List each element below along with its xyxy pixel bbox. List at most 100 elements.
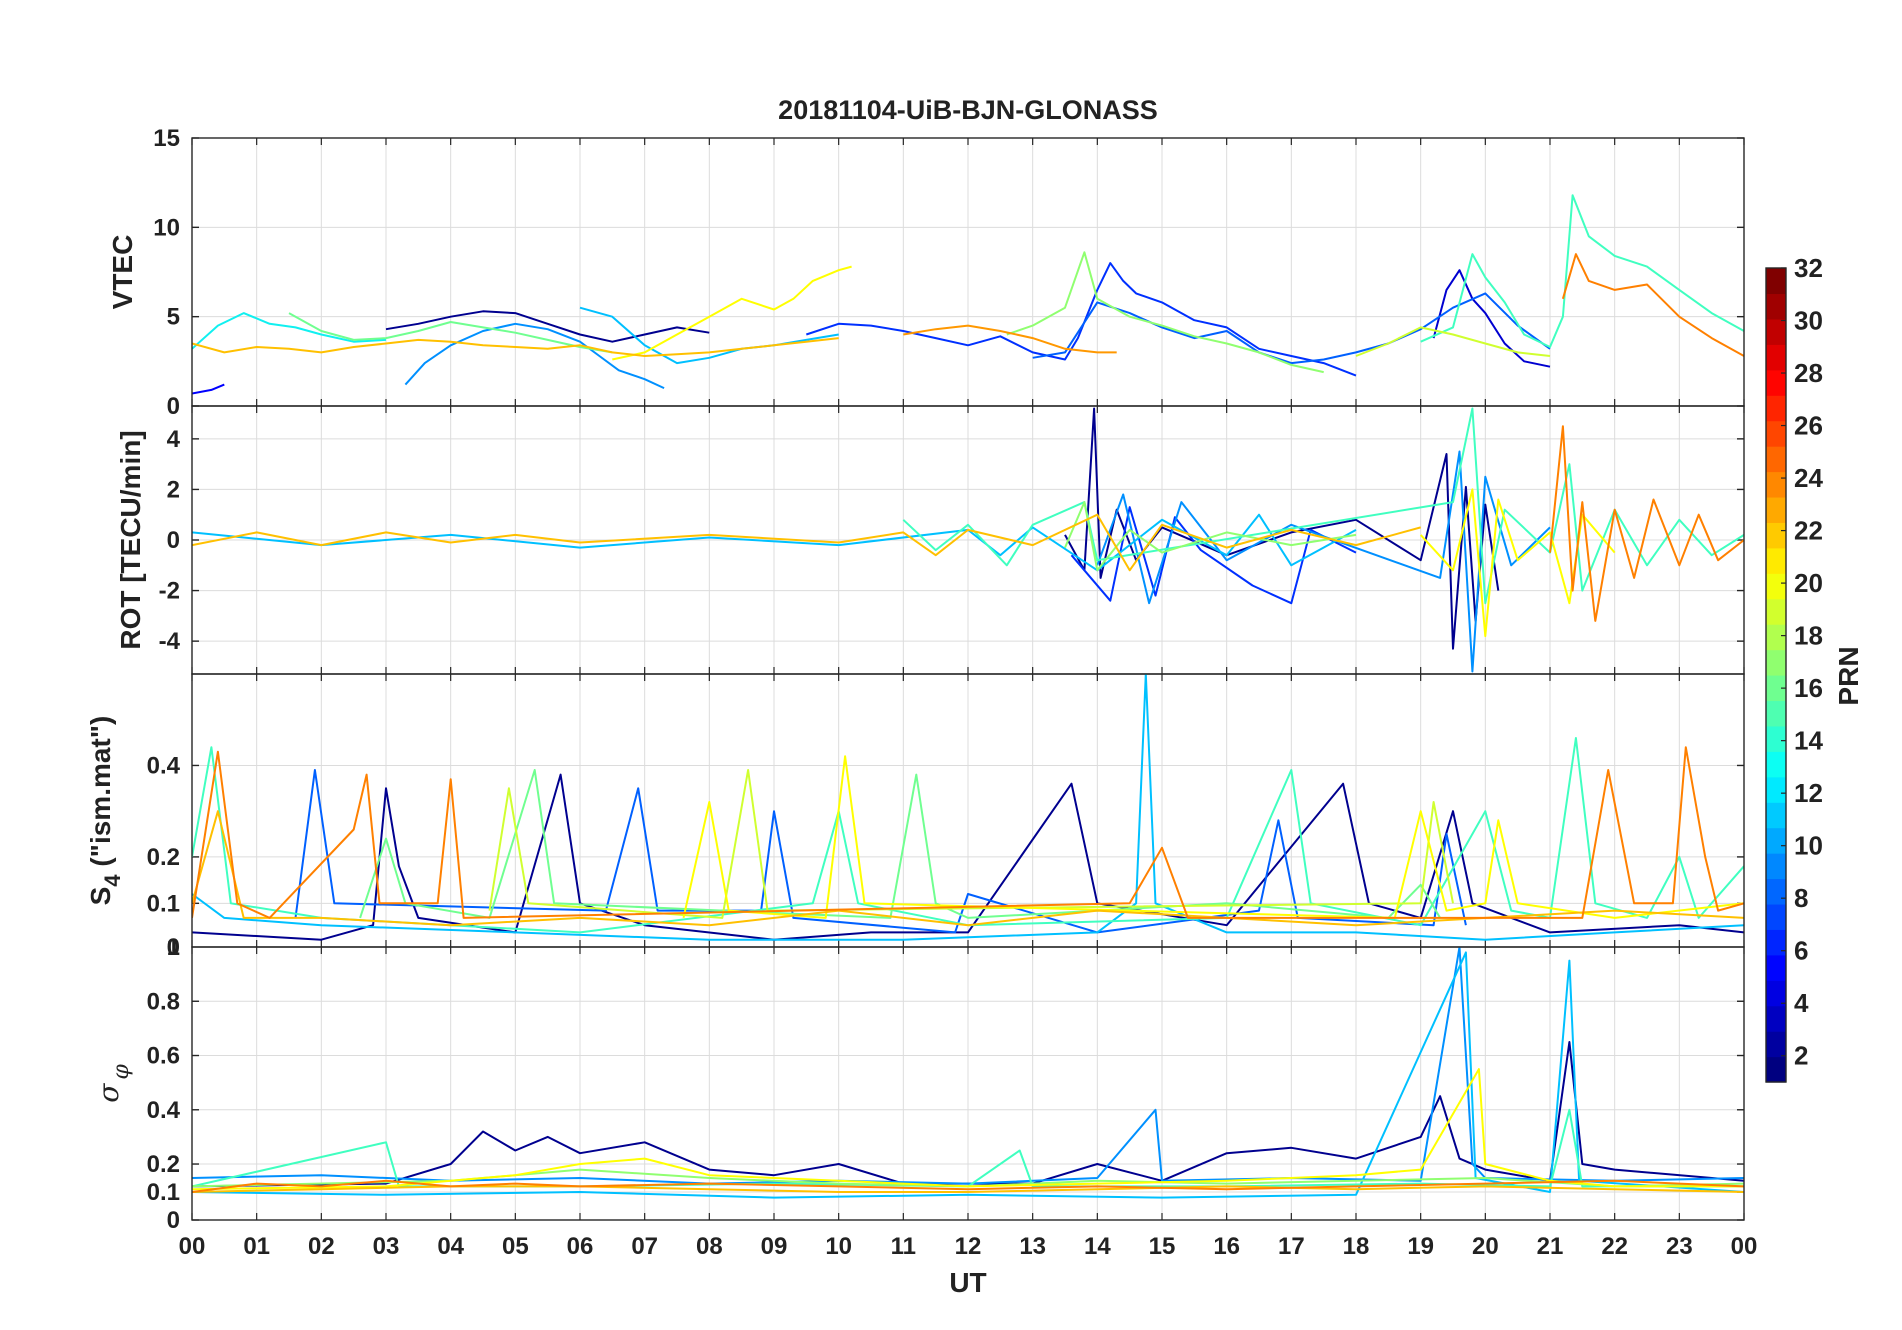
x-tick-label: 21 — [1537, 1233, 1564, 1260]
colorbar-tick-label: 30 — [1794, 306, 1823, 336]
series-prn-4 — [192, 383, 225, 395]
colorbar-swatch — [1766, 446, 1786, 473]
colorbar-swatch — [1766, 827, 1786, 854]
y-tick-label: 0.2 — [147, 844, 180, 871]
colorbar-tick-label: 4 — [1794, 988, 1809, 1018]
x-tick-label: 00 — [1731, 1233, 1758, 1260]
x-tick-label: 10 — [825, 1233, 852, 1260]
series-prn-24 — [192, 1179, 1744, 1193]
series-prn-24 — [192, 746, 1744, 919]
series-prn-19 — [1355, 326, 1551, 357]
series-prn-13 — [192, 312, 387, 350]
y-tick-label: 10 — [153, 214, 180, 241]
colorbar-tick-label: 2 — [1794, 1041, 1808, 1071]
y-tick-label: -2 — [159, 578, 180, 605]
series-prn-17 — [1006, 251, 1324, 374]
colorbar-tick-label: 6 — [1794, 936, 1808, 966]
colorbar-swatch — [1766, 573, 1786, 600]
x-axis-label: UT — [949, 1267, 986, 1298]
x-tick-label: 12 — [955, 1233, 982, 1260]
y-tick-label: 15 — [153, 125, 180, 152]
figure-title: 20181104-UiB-BJN-GLONASS — [778, 95, 1158, 125]
series-prn-2 — [1064, 407, 1500, 650]
colorbar-tick-label: 12 — [1794, 778, 1823, 808]
colorbar-swatch — [1766, 751, 1786, 778]
colorbar-swatch — [1766, 471, 1786, 498]
series-prn-17 — [192, 1168, 1744, 1188]
colorbar-tick-label: 24 — [1794, 463, 1823, 493]
series-prn-24 — [1561, 253, 1744, 357]
y-tick-label: 1 — [167, 934, 180, 961]
x-tick-label: 05 — [502, 1233, 529, 1260]
y-tick-label: 0 — [167, 393, 180, 420]
colorbar-tick-label: 10 — [1794, 831, 1823, 861]
series-prn-12 — [192, 674, 1744, 941]
colorbar-swatch — [1766, 496, 1786, 523]
colorbar-swatch — [1766, 1056, 1786, 1083]
series-prn-10 — [1096, 450, 1551, 673]
colorbar-tick-label: 22 — [1794, 516, 1823, 546]
series-prn-16 — [288, 312, 613, 354]
colorbar-tick-label: 26 — [1794, 411, 1823, 441]
series-group — [192, 674, 1744, 941]
x-tick-label: 19 — [1407, 1233, 1434, 1260]
series-prn-10 — [404, 322, 665, 390]
x-tick-label: 14 — [1084, 1233, 1111, 1260]
x-tick-label: 17 — [1278, 1233, 1305, 1260]
series-prn-12 — [192, 513, 1357, 572]
panel-s4: 0.1 0.2 0.4 0 S4 ("ism.mat") — [85, 673, 1745, 961]
x-tick-label: 16 — [1213, 1233, 1240, 1260]
y-tick-label: 0.8 — [147, 988, 180, 1015]
y-axis-label: VTEC — [107, 235, 138, 310]
colorbar-tick-label: 20 — [1794, 568, 1823, 598]
series-prn-2 — [385, 310, 710, 343]
series-prn-12 — [579, 306, 839, 365]
y-axis-label: σφ — [92, 1064, 134, 1103]
y-tick-label: 5 — [167, 304, 180, 331]
series-prn-8 — [1032, 292, 1551, 365]
colorbar-swatch — [1766, 929, 1786, 956]
y-tick-label: 0 — [167, 527, 180, 554]
colorbar-swatch — [1766, 700, 1786, 727]
colorbar-swatch — [1766, 318, 1786, 345]
series-group — [192, 407, 1744, 673]
colorbar-tick-label: 28 — [1794, 358, 1823, 388]
series-prn-16 — [359, 769, 1441, 919]
colorbar-swatch — [1766, 293, 1786, 320]
series-prn-22 — [192, 513, 1421, 572]
x-tick-label: 00 — [179, 1233, 206, 1260]
series-prn-2 — [192, 773, 1744, 941]
colorbar-swatch — [1766, 954, 1786, 981]
x-tick-label: 07 — [631, 1233, 658, 1260]
colorbar-swatch — [1766, 649, 1786, 676]
series-prn-14 — [902, 407, 1744, 605]
series-group — [192, 947, 1744, 1199]
y-tick-label: 2 — [167, 476, 180, 503]
series-prn-20 — [612, 265, 852, 361]
colorbar-swatch — [1766, 547, 1786, 574]
colorbar-swatch — [1766, 395, 1786, 422]
y-tick-label: 0.1 — [147, 1179, 180, 1206]
series-prn-24 — [1549, 425, 1744, 622]
x-tick-label: 20 — [1472, 1233, 1499, 1260]
y-axis-label: S4 ("ism.mat") — [85, 716, 125, 906]
x-tick-label: 03 — [373, 1233, 400, 1260]
colorbar-swatch — [1766, 268, 1786, 295]
colorbar-swatch — [1766, 344, 1786, 371]
colorbar-swatch — [1766, 1005, 1786, 1032]
series-group — [192, 194, 1744, 395]
series-prn-14 — [1420, 194, 1744, 348]
x-tick-label: 15 — [1149, 1233, 1176, 1260]
x-tick-label: 09 — [761, 1233, 788, 1260]
colorbar-swatch — [1766, 420, 1786, 447]
series-prn-17 — [1064, 501, 1357, 572]
colorbar-tick-label: 32 — [1794, 253, 1823, 283]
y-tick-label: 0.2 — [147, 1151, 180, 1178]
series-prn-20 — [192, 1068, 1744, 1191]
axes-frame — [191, 946, 1745, 1221]
series-prn-23 — [903, 324, 1117, 354]
colorbar-swatch — [1766, 675, 1786, 702]
